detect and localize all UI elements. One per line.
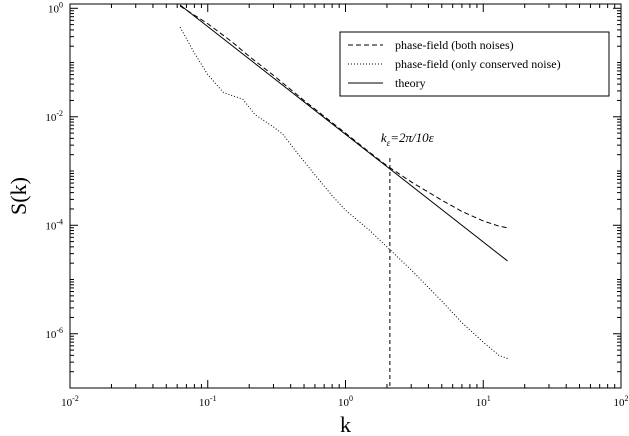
y-tick-base: 10 bbox=[45, 112, 57, 124]
annotation-text: =2π/10ε bbox=[390, 130, 434, 145]
x-tick-label: 10-1 bbox=[199, 394, 217, 409]
legend-box bbox=[339, 31, 610, 97]
series-lines bbox=[179, 4, 508, 359]
y-tick-base: 10 bbox=[45, 220, 57, 232]
x-tick-base: 10 bbox=[61, 397, 73, 409]
x-tick-exponent: 2 bbox=[625, 394, 629, 403]
y-tick-base: 10 bbox=[48, 3, 60, 15]
y-tick-label: 10-2 bbox=[45, 109, 63, 124]
annotation: kε=2π/10ε bbox=[381, 130, 435, 388]
legend-label-theory: theory bbox=[395, 76, 426, 90]
series-line-theory bbox=[179, 4, 508, 262]
y-axis-label: S(k) bbox=[6, 177, 31, 215]
y-tick-base: 10 bbox=[45, 329, 57, 341]
y-tick-exponent: -2 bbox=[56, 109, 63, 118]
series-line-phase-field-both-noises bbox=[179, 5, 508, 229]
x-tick-label: 102 bbox=[614, 394, 629, 409]
x-tick-base: 10 bbox=[338, 397, 350, 409]
y-tick-label: 100 bbox=[48, 0, 63, 15]
x-tick-base: 10 bbox=[476, 397, 488, 409]
x-axis-label: k bbox=[340, 412, 351, 436]
annotation-subscript: ε bbox=[387, 138, 391, 148]
x-tick-label: 100 bbox=[338, 394, 353, 409]
annotation-k: k bbox=[381, 130, 387, 145]
legend-label-phase-field-both-noises: phase-field (both noises) bbox=[395, 38, 514, 52]
x-tick-base: 10 bbox=[199, 397, 211, 409]
x-tick-base: 10 bbox=[614, 397, 626, 409]
annotation-label: kε=2π/10ε bbox=[381, 130, 435, 148]
x-tick-label: 10-2 bbox=[61, 394, 79, 409]
x-tick-exponent: 1 bbox=[487, 394, 491, 403]
y-tick-label: 10-4 bbox=[45, 217, 63, 232]
x-tick-exponent: -1 bbox=[210, 394, 217, 403]
y-tick-exponent: 0 bbox=[59, 0, 63, 9]
y-tick-exponent: -6 bbox=[56, 326, 63, 335]
legend-label-phase-field-only-conserved-noise: phase-field (only conserved noise) bbox=[395, 57, 561, 71]
x-axis-ticks: 10-2 10-1 100 101 102 bbox=[61, 4, 629, 409]
legend: phase-field (both noises) phase-field (on… bbox=[339, 31, 610, 97]
series-line-phase-field-only-conserved-noise bbox=[179, 26, 508, 359]
x-tick-label: 101 bbox=[476, 394, 491, 409]
x-tick-exponent: 0 bbox=[349, 394, 353, 403]
y-tick-label: 10-6 bbox=[45, 326, 63, 341]
y-tick-exponent: -4 bbox=[56, 217, 63, 226]
x-tick-exponent: -2 bbox=[72, 394, 79, 403]
